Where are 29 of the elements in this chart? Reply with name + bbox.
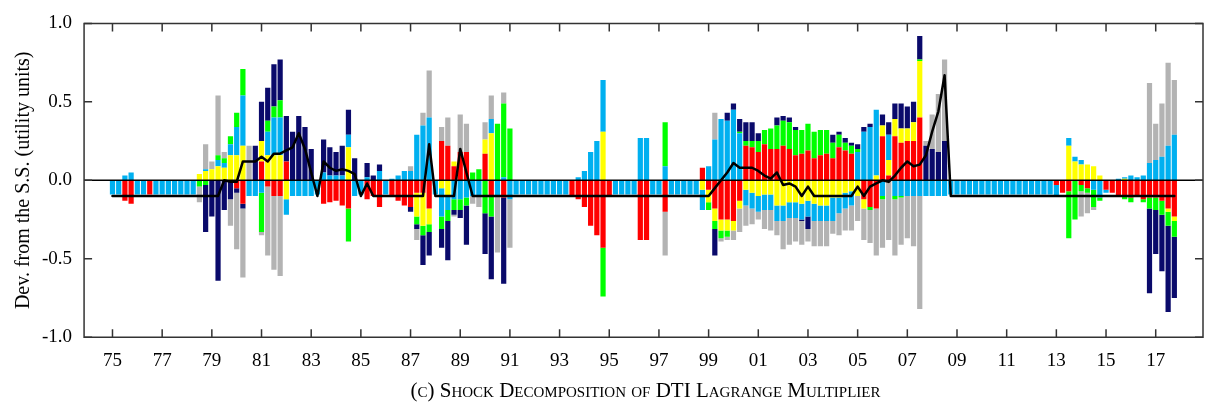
x-tick-label: 75	[102, 348, 122, 370]
y-tick-label: 1.0	[48, 11, 73, 33]
x-tick-label: 97	[649, 348, 669, 370]
x-tick-label: 91	[500, 348, 520, 370]
x-tick-label: 79	[202, 348, 222, 370]
x-tick-label: 85	[351, 348, 371, 370]
x-tick-label: 93	[550, 348, 570, 370]
y-tick-label: 0.0	[48, 168, 73, 190]
x-tick-label: 03	[798, 348, 818, 370]
x-tick-label: 01	[748, 348, 768, 370]
y-tick-label: -0.5	[42, 246, 73, 268]
x-tick-label: 15	[1096, 348, 1116, 370]
x-tick-label: 77	[152, 348, 172, 370]
x-tick-label: 89	[450, 348, 470, 370]
x-tick-label: 07	[897, 348, 917, 370]
y-axis-title: Dev. from the S.S. (utility units)	[11, 51, 35, 310]
x-tick-label: 09	[947, 348, 967, 370]
x-tick-label: 13	[1046, 348, 1066, 370]
x-tick-label: 95	[599, 348, 619, 370]
x-tick-label: 87	[401, 348, 421, 370]
text: (c) Shock Decomposition of DTI Lagrange Multiplier	[409, 378, 882, 403]
x-tick-label: 99	[699, 348, 719, 370]
x-tick-label: 81	[252, 348, 272, 370]
x-tick-label: 17	[1146, 348, 1166, 370]
y-tick-label: 0.5	[48, 89, 73, 111]
x-tick-label: 83	[301, 348, 321, 370]
x-tick-label: 05	[848, 348, 868, 370]
x-tick-label: 11	[997, 348, 1016, 370]
y-tick-label: -1.0	[42, 325, 73, 347]
